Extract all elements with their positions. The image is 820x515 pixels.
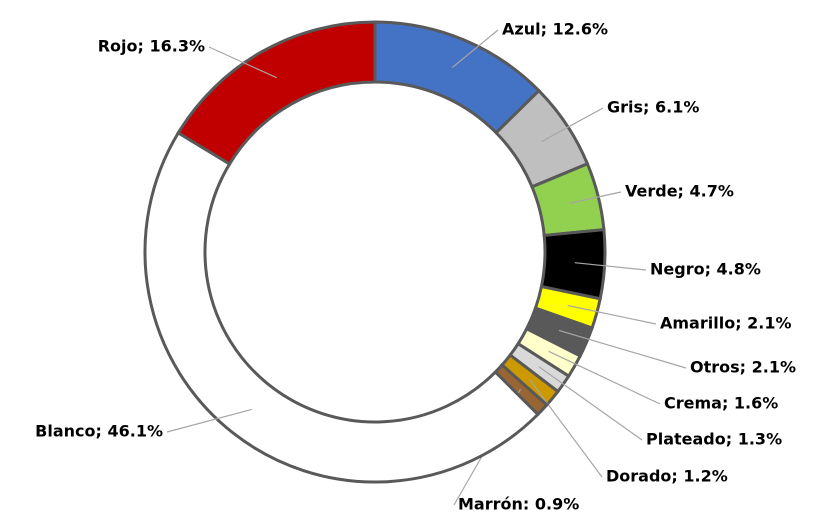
leader-line [451, 29, 499, 68]
leader-line [574, 262, 647, 271]
leader-line [541, 107, 604, 143]
data-label: Plateado; 1.3% [646, 430, 782, 449]
leader-line [567, 304, 657, 325]
data-label: Gris; 6.1% [607, 98, 699, 117]
data-label: Otros; 2.1% [690, 358, 796, 377]
data-label: Rojo; 16.3% [98, 37, 205, 56]
leader-line [568, 191, 622, 204]
data-label: Crema; 1.6% [664, 394, 778, 413]
leader-line [166, 408, 252, 433]
data-label: Verde; 4.7% [625, 182, 734, 201]
data-label: Negro; 4.8% [650, 260, 761, 279]
leader-line [538, 366, 643, 441]
data-label: Marrón: 0.9% [458, 495, 579, 514]
leader-line [558, 329, 687, 369]
leader-line [528, 378, 603, 478]
data-label: Blanco; 46.1% [35, 422, 163, 441]
donut-slice [143, 130, 541, 484]
data-label: Dorado; 1.2% [606, 467, 728, 486]
data-label: Amarillo; 2.1% [660, 314, 792, 333]
leader-line [208, 46, 278, 79]
leader-line [548, 350, 661, 405]
data-label: Azul; 12.6% [502, 20, 608, 39]
donut-slice [176, 20, 377, 166]
